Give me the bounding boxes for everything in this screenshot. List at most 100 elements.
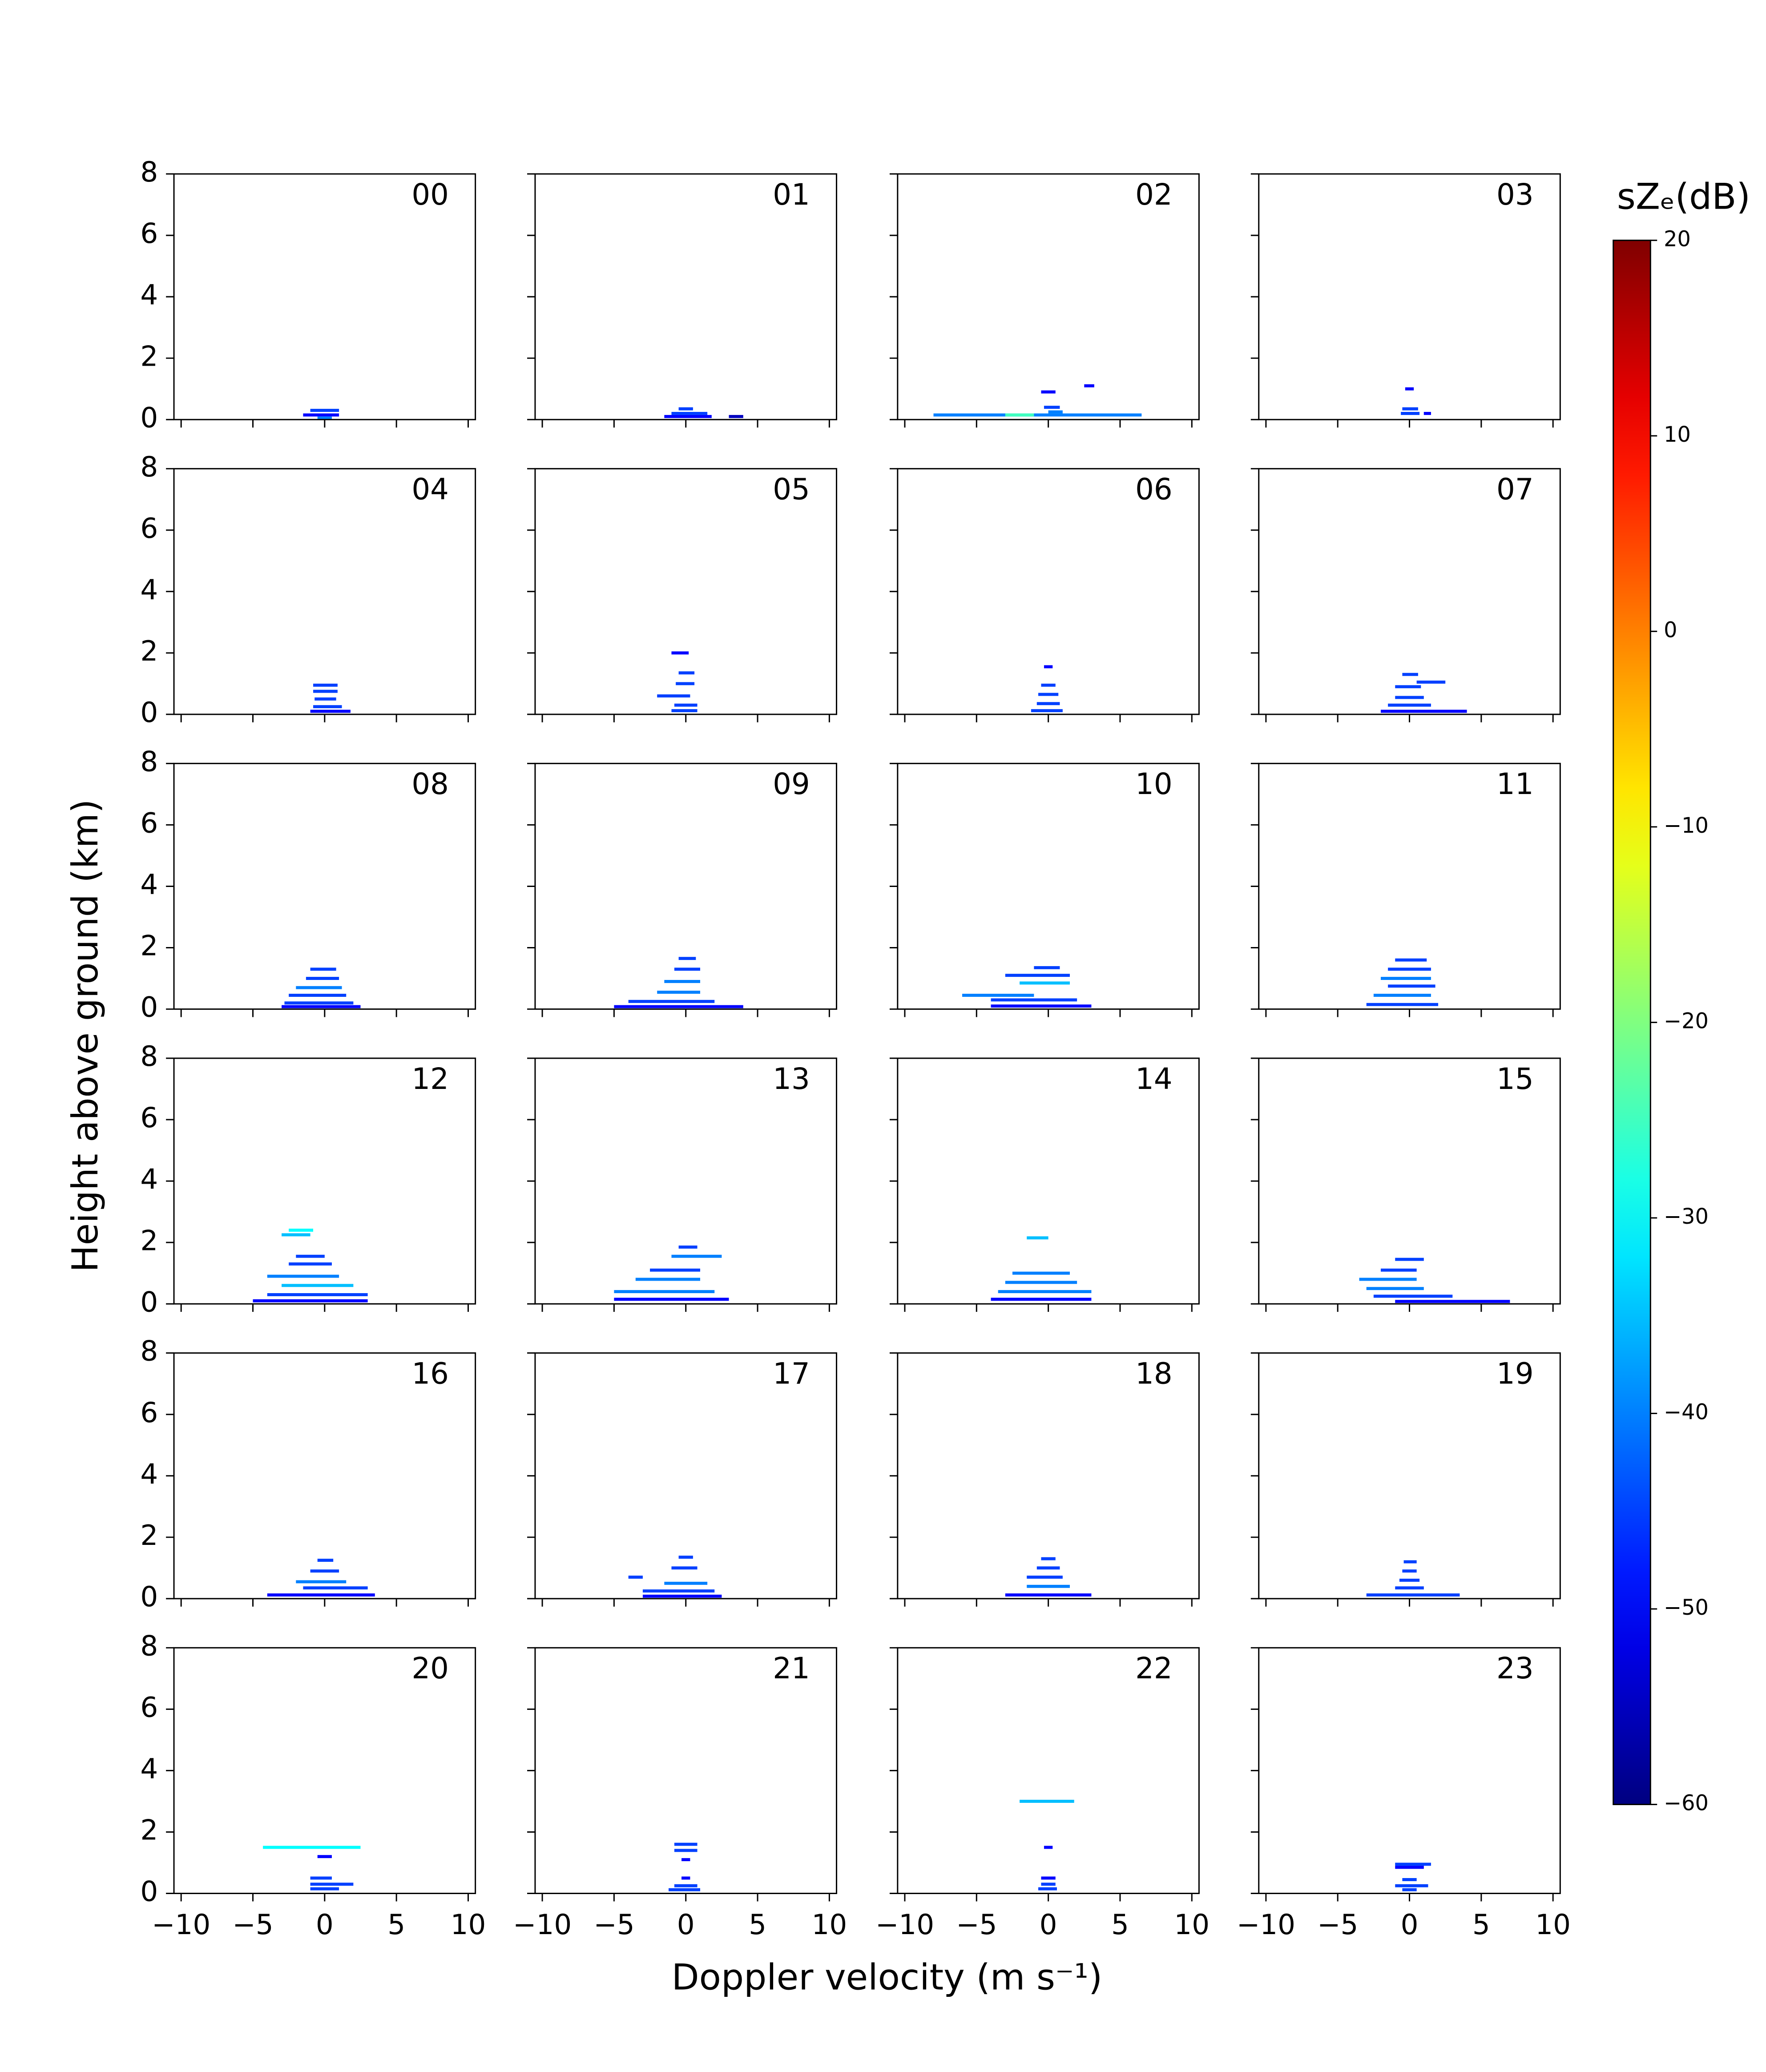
- spectral-cell: [317, 1559, 334, 1562]
- spectral-cell: [1036, 702, 1060, 705]
- panel-title: 09: [773, 767, 810, 801]
- spectral-cell: [678, 1246, 698, 1249]
- spectral-cell: [1038, 1887, 1057, 1891]
- panel: 02: [889, 173, 1200, 428]
- spectral-cell: [1388, 984, 1435, 988]
- spectral-cell: [674, 1842, 698, 1846]
- y-tick-label: 8: [140, 451, 158, 483]
- x-tick-label: −10: [152, 1908, 210, 1941]
- spectral-cell: [1416, 680, 1446, 684]
- spectral-cell: [267, 1593, 375, 1597]
- x-tick-label: 5: [387, 1908, 405, 1941]
- panel: 06: [889, 468, 1200, 722]
- spectral-cell: [263, 1846, 361, 1849]
- panel: 17: [527, 1352, 838, 1607]
- panel-title: 19: [1496, 1357, 1534, 1391]
- y-tick-label: 4: [140, 573, 158, 606]
- panel-title: 05: [773, 472, 810, 506]
- y-tick-label: 2: [140, 635, 158, 667]
- spectral-cell: [1041, 1557, 1056, 1560]
- y-tick-label: 0: [140, 401, 158, 434]
- spectral-cell: [296, 1254, 325, 1258]
- x-tick-label: 5: [1111, 1908, 1129, 1941]
- spectral-cell: [1044, 406, 1060, 409]
- spectral-cell: [678, 957, 696, 960]
- spectral-cell: [657, 991, 701, 994]
- spectral-cell: [313, 689, 338, 693]
- spectral-cell: [681, 1858, 690, 1862]
- plot-area: [535, 174, 837, 420]
- panel-title: 07: [1496, 472, 1534, 506]
- spectral-cell: [1423, 411, 1431, 415]
- spectral-cell: [1034, 966, 1060, 969]
- spectral-cell: [671, 651, 689, 655]
- spectral-cell: [1041, 683, 1056, 687]
- y-tick-label: 4: [140, 1753, 158, 1785]
- data-layer: [1380, 673, 1467, 713]
- spectral-cell: [676, 682, 695, 685]
- spectral-cell: [310, 409, 339, 412]
- panel-title: 03: [1496, 178, 1534, 212]
- spectral-cell: [678, 407, 693, 411]
- y-tick-label: 6: [140, 512, 158, 544]
- y-tick-label: 6: [140, 1691, 158, 1723]
- spectral-cell: [1395, 1884, 1428, 1887]
- spectral-cell: [310, 1569, 339, 1573]
- x-tick-label: −5: [956, 1908, 997, 1941]
- spectral-cell: [1380, 1268, 1417, 1272]
- spectral-cell: [1388, 703, 1431, 707]
- spectral-cell: [317, 1855, 332, 1858]
- data-layer: [1031, 665, 1063, 713]
- panel-title: 15: [1496, 1062, 1534, 1096]
- spectral-cell: [1380, 709, 1467, 713]
- spectral-cell: [729, 415, 743, 418]
- panel: −10 −5 0 5 10 23: [1237, 1647, 1571, 1941]
- y-tick-label: 6: [140, 806, 158, 839]
- panel: −10 −5 0 5 10 21: [513, 1647, 847, 1941]
- panel: 01: [527, 173, 838, 428]
- data-layer: [282, 967, 361, 1008]
- spectral-cell: [657, 694, 690, 697]
- panel: −10 −5 0 5 10 0 2 4 6 8 20: [140, 1629, 486, 1941]
- data-layer: [263, 1846, 361, 1891]
- spectral-cell: [1380, 977, 1431, 980]
- spectral-cell: [664, 980, 701, 983]
- x-tick-label: 10: [812, 1908, 847, 1941]
- spectral-cell: [1005, 974, 1070, 977]
- panel-title: 16: [411, 1357, 449, 1391]
- spectral-cell: [314, 697, 336, 701]
- data-layer: [1395, 1862, 1431, 1891]
- spectral-cell: [669, 1888, 701, 1891]
- plot-area: [535, 1648, 837, 1894]
- spectral-cell: [310, 967, 336, 971]
- spectral-cell: [303, 413, 339, 417]
- panel-title: 08: [411, 767, 449, 801]
- x-tick-label: 10: [1174, 1908, 1210, 1941]
- y-tick-label: 8: [140, 1629, 158, 1662]
- colorbar-tick-label: 10: [1664, 423, 1691, 447]
- spectral-cell: [1036, 1566, 1060, 1570]
- plot-area: [174, 468, 476, 714]
- x-tick-label: −5: [232, 1908, 273, 1941]
- spectral-cell: [671, 411, 708, 415]
- spectral-cell: [282, 1284, 354, 1287]
- panel: 05: [527, 468, 838, 722]
- colorbar: [1613, 239, 1651, 1806]
- spectral-cell: [1402, 1569, 1417, 1573]
- spectral-cell: [313, 705, 342, 709]
- panel: 13: [527, 1057, 838, 1312]
- plot-area: [897, 468, 1199, 714]
- panel-title: 04: [411, 472, 449, 506]
- panel-title: 13: [773, 1062, 810, 1096]
- spectral-cell: [1373, 994, 1431, 997]
- spectral-cell: [282, 1005, 361, 1008]
- panel-title: 01: [773, 178, 810, 212]
- panel: 19: [1250, 1352, 1561, 1607]
- spectral-cell: [1402, 673, 1418, 676]
- x-tick-label: −5: [1317, 1908, 1358, 1941]
- spectral-cell: [296, 986, 342, 989]
- plot-area: [535, 1058, 837, 1304]
- spectral-cell: [289, 1262, 332, 1266]
- y-tick-label: 0: [140, 696, 158, 729]
- y-tick-label: 2: [140, 930, 158, 962]
